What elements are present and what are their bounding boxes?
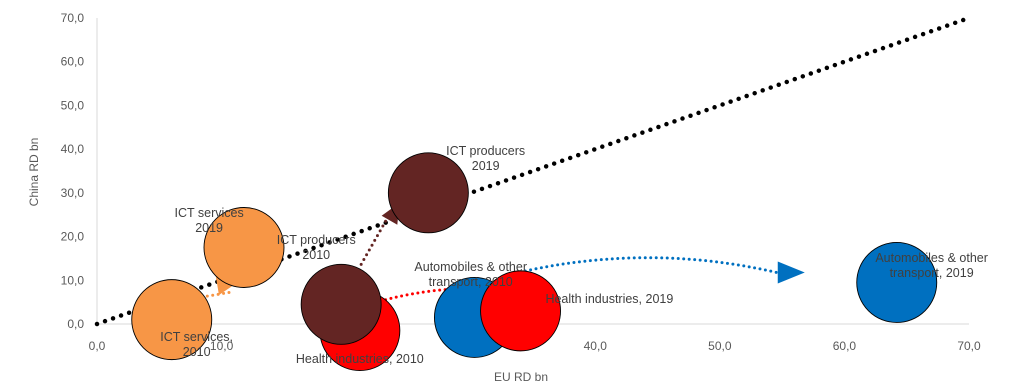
label-ict-services-2010: ICT services, 2010 xyxy=(160,330,233,359)
x-tick-label: 0,0 xyxy=(89,339,106,353)
bubble-ict-services-2010 xyxy=(131,279,213,361)
x-axis-title: EU RD bn xyxy=(494,370,548,383)
x-tick-label: 40,0 xyxy=(584,339,608,353)
y-tick-label: 30,0 xyxy=(61,186,85,200)
bubble-ict-producers-2019 xyxy=(387,152,469,234)
y-tick-label: 10,0 xyxy=(61,273,85,287)
bubble-ict-services-2019 xyxy=(203,207,285,288)
y-tick-label: 60,0 xyxy=(61,55,85,69)
automobiles-arrowhead xyxy=(777,261,805,284)
x-tick-label: 60,0 xyxy=(833,339,857,353)
bubbles xyxy=(131,152,938,372)
label-health-2019: Health industries, 2019 xyxy=(545,292,673,306)
label-ict-services-2019: ICT services 2019 xyxy=(174,206,243,235)
x-tick-label: 70,0 xyxy=(957,339,981,353)
y-tick-label: 70,0 xyxy=(61,11,85,25)
x-tick-label: 50,0 xyxy=(708,339,732,353)
label-health-2010: Health industries, 2010 xyxy=(296,352,424,366)
bubble-automobiles-2019 xyxy=(856,242,938,323)
y-tick-label: 20,0 xyxy=(61,230,85,244)
y-tick-label: 40,0 xyxy=(61,142,85,156)
label-automobiles-2019: Automobiles & other transport, 2019 xyxy=(875,251,988,280)
x-tick-label: 10,0 xyxy=(210,339,234,353)
bubble-labels: ICT services, 2010 ICT services 2019 ICT pro… xyxy=(160,144,988,366)
label-ict-producers-2019: ICT producers 2019 xyxy=(446,144,525,173)
y-tick-label: 50,0 xyxy=(61,98,85,112)
y-tick-label: 0,0 xyxy=(67,317,84,331)
y-axis-title: China RD bn xyxy=(27,138,41,207)
automobiles-trend-line xyxy=(512,256,779,275)
axes: 0,010,020,030,040,050,060,070,00,010,020… xyxy=(61,11,981,353)
bubble-ict-producers-2010 xyxy=(300,263,382,345)
label-automobiles-2010: Automobiles & other transport, 2010 xyxy=(414,260,527,289)
bubble-health-2019 xyxy=(480,270,561,352)
label-ict-producers-2010: ICT producers 2010 xyxy=(277,233,356,262)
ict-producers-trend-line xyxy=(359,211,392,266)
